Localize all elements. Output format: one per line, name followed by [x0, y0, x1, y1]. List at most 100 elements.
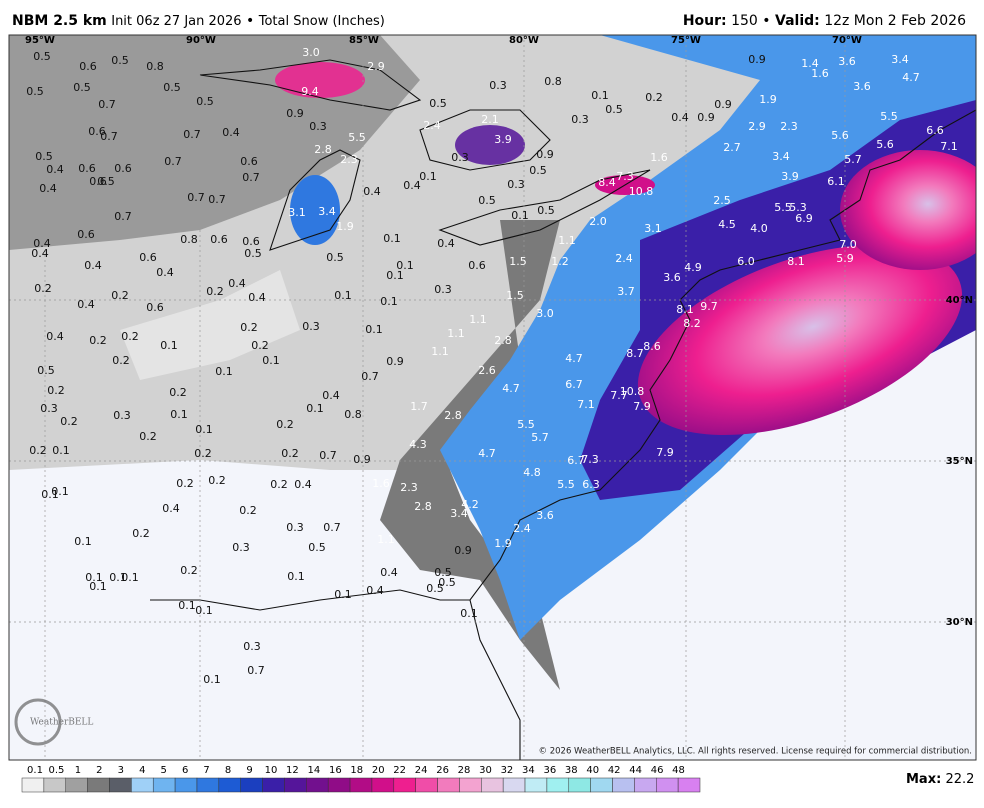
snow-amount: 6.6 — [926, 124, 944, 137]
snow-amount: 3.7 — [617, 285, 635, 298]
snow-amount: 0.5 — [33, 50, 51, 63]
snow-amount: 0.3 — [302, 320, 320, 333]
colorbar-cell — [43, 777, 66, 793]
lat-label: 40°N — [946, 295, 973, 306]
colorbar-tick: 10 — [265, 765, 278, 776]
snow-amount: 0.4 — [294, 478, 312, 491]
snow-amount: 0.1 — [178, 599, 196, 612]
snow-amount: 0.5 — [326, 251, 344, 264]
snow-amount: 3.9 — [781, 170, 799, 183]
snow-amount: 1.6 — [372, 477, 390, 490]
snow-amount: 1.5 — [506, 289, 524, 302]
snow-amount: 0.6 — [114, 162, 132, 175]
snow-amount: 0.2 — [180, 564, 198, 577]
snow-amount: 1.6 — [650, 151, 668, 164]
snow-amount: 1.9 — [494, 537, 512, 550]
snow-amount: 0.5 — [529, 164, 547, 177]
snow-amount: 4.5 — [718, 218, 736, 231]
snow-amount: 0.1 — [287, 570, 305, 583]
snow-amount: 0.6 — [146, 301, 164, 314]
snow-amount: 0.4 — [380, 566, 398, 579]
colorbar-tick: 20 — [372, 765, 385, 776]
colorbar-cell — [437, 777, 460, 793]
colorbar-cell — [65, 777, 88, 793]
snow-amount: 2.6 — [478, 364, 496, 377]
snow-amount: 7.0 — [839, 238, 857, 251]
colorbar-tick: 22 — [393, 765, 406, 776]
snow-amount: 0.5 — [35, 150, 53, 163]
snow-amount: 7.3 — [616, 170, 634, 183]
snow-amount: 0.5 — [308, 541, 326, 554]
snow-amount: 4.8 — [523, 466, 541, 479]
lon-label: 70°W — [832, 35, 862, 46]
snow-amount: 0.7 — [100, 130, 118, 143]
snow-amount: 0.1 — [511, 209, 529, 222]
snow-amount: 3.4 — [772, 150, 790, 163]
colorbar-tick: 38 — [565, 765, 578, 776]
snow-amount: 8.6 — [643, 340, 661, 353]
snow-amount: 2.9 — [748, 120, 766, 133]
colorbar-cell — [196, 777, 220, 793]
snow-amount: 0.1 — [74, 535, 92, 548]
snow-amount: 3.9 — [494, 133, 512, 146]
sep: • — [762, 13, 770, 29]
snow-amount: 5.7 — [531, 431, 549, 444]
snow-amount: 0.4 — [366, 584, 384, 597]
valid: 12z Mon 2 Feb 2026 — [824, 13, 966, 29]
snow-amount: 1.1 — [469, 313, 487, 326]
snow-amount: 0.1 — [383, 232, 401, 245]
snow-amount: 4.7 — [502, 382, 520, 395]
snow-amount: 5.9 — [836, 252, 854, 265]
snow-amount: 0.2 — [34, 282, 52, 295]
snow-amount: 5.6 — [876, 138, 894, 151]
snow-amount: 1.5 — [509, 255, 527, 268]
sep: • — [246, 13, 254, 29]
colorbar-tick: 34 — [522, 765, 535, 776]
snow-amount: 0.1 — [396, 259, 414, 272]
snow-amount: 2.0 — [589, 215, 607, 228]
colorbar-cell — [546, 777, 570, 793]
snow-amount: 4.3 — [409, 438, 427, 451]
colorbar-tick: 12 — [286, 765, 299, 776]
snow-amount: 0.4 — [46, 330, 64, 343]
snow-amount: 0.1 — [109, 571, 127, 584]
colorbar-cell — [109, 777, 132, 793]
snow-amount: 0.2 — [276, 418, 294, 431]
snow-amount: 0.1 — [460, 607, 478, 620]
colorbar-cell — [590, 777, 613, 793]
snow-amount: 0.1 — [306, 402, 324, 415]
snow-amount: 0.5 — [163, 81, 181, 94]
colorbar-cell — [612, 777, 635, 793]
snow-amount: 5.5 — [348, 131, 366, 144]
snow-amount: 1.9 — [759, 93, 777, 106]
lon-label: 90°W — [186, 35, 216, 46]
max: Max: 22.2 — [906, 772, 974, 787]
colorbar-tick: 14 — [308, 765, 321, 776]
colorbar-tick: 4 — [139, 765, 145, 776]
snow-amount: 0.4 — [77, 298, 95, 311]
snow-amount: 7.1 — [940, 140, 958, 153]
snow-amount: 0.2 — [60, 415, 78, 428]
snow-amount: 0.1 — [203, 673, 221, 686]
colorbar-tick: 42 — [608, 765, 621, 776]
snow-amount: 0.6 — [77, 228, 95, 241]
lon-label: 75°W — [671, 35, 701, 46]
snow-amount: 0.5 — [478, 194, 496, 207]
snow-amount: 0.6 — [210, 233, 228, 246]
max-value: 22.2 — [945, 772, 974, 787]
snow-amount: 0.1 — [419, 170, 437, 183]
snow-amount: 0.8 — [146, 60, 164, 73]
snow-amount: 0.1 — [365, 323, 383, 336]
snow-amount: 0.9 — [454, 544, 472, 557]
snow-amount: 0.9 — [714, 98, 732, 111]
snow-amount: 0.1 — [380, 295, 398, 308]
snow-amount: 0.6 — [242, 235, 260, 248]
snow-amount: 0.7 — [164, 155, 182, 168]
snow-amount: 0.4 — [437, 237, 455, 250]
snow-amount: 2.4 — [513, 522, 531, 535]
valid-label: Valid: — [775, 13, 820, 29]
colorbar-tick: 46 — [651, 765, 664, 776]
snow-amount: 8.7 — [626, 347, 644, 360]
snow-amount: 3.4 — [891, 53, 909, 66]
snow-amount: 2.4 — [423, 119, 441, 132]
